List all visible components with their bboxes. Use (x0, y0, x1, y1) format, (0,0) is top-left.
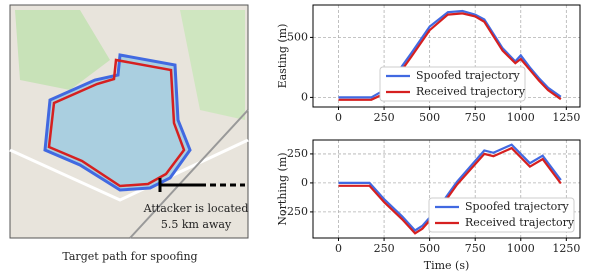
legend-label: Received trajectory (416, 85, 526, 98)
x-tick-label: 1250 (552, 111, 580, 124)
y-tick-label: 500 (287, 30, 308, 43)
x-tick-label: 250 (374, 242, 395, 255)
map: Attacker is located 5.5 km away Target p… (10, 5, 248, 263)
map-caption: Target path for spoofing (62, 250, 197, 263)
y-axis-label: Northing (m) (276, 152, 289, 225)
x-tick-label: 0 (335, 242, 342, 255)
y-tick-label: 0 (301, 176, 308, 189)
x-axis-label: Time (s) (424, 259, 470, 272)
y-axis-label: Easting (m) (276, 24, 289, 89)
x-tick-label: 1250 (552, 242, 580, 255)
x-tick-label: 1000 (507, 242, 535, 255)
legend-label: Spoofed trajectory (465, 200, 570, 213)
x-tick-label: 500 (419, 242, 440, 255)
attacker-text: 5.5 km away (161, 218, 232, 231)
x-tick-label: 0 (335, 111, 342, 124)
attacker-text: Attacker is located (143, 202, 249, 215)
legend-label: Spoofed trajectory (416, 69, 521, 82)
x-tick-label: 1000 (507, 111, 535, 124)
x-tick-label: 750 (465, 242, 486, 255)
x-tick-label: 750 (465, 111, 486, 124)
legend-label: Received trajectory (465, 216, 575, 229)
figure: Attacker is located 5.5 km away Target p… (0, 0, 592, 277)
x-tick-label: 250 (374, 111, 395, 124)
y-tick-label: 250 (287, 147, 308, 160)
x-tick-label: 500 (419, 111, 440, 124)
y-tick-label: 0 (301, 90, 308, 103)
